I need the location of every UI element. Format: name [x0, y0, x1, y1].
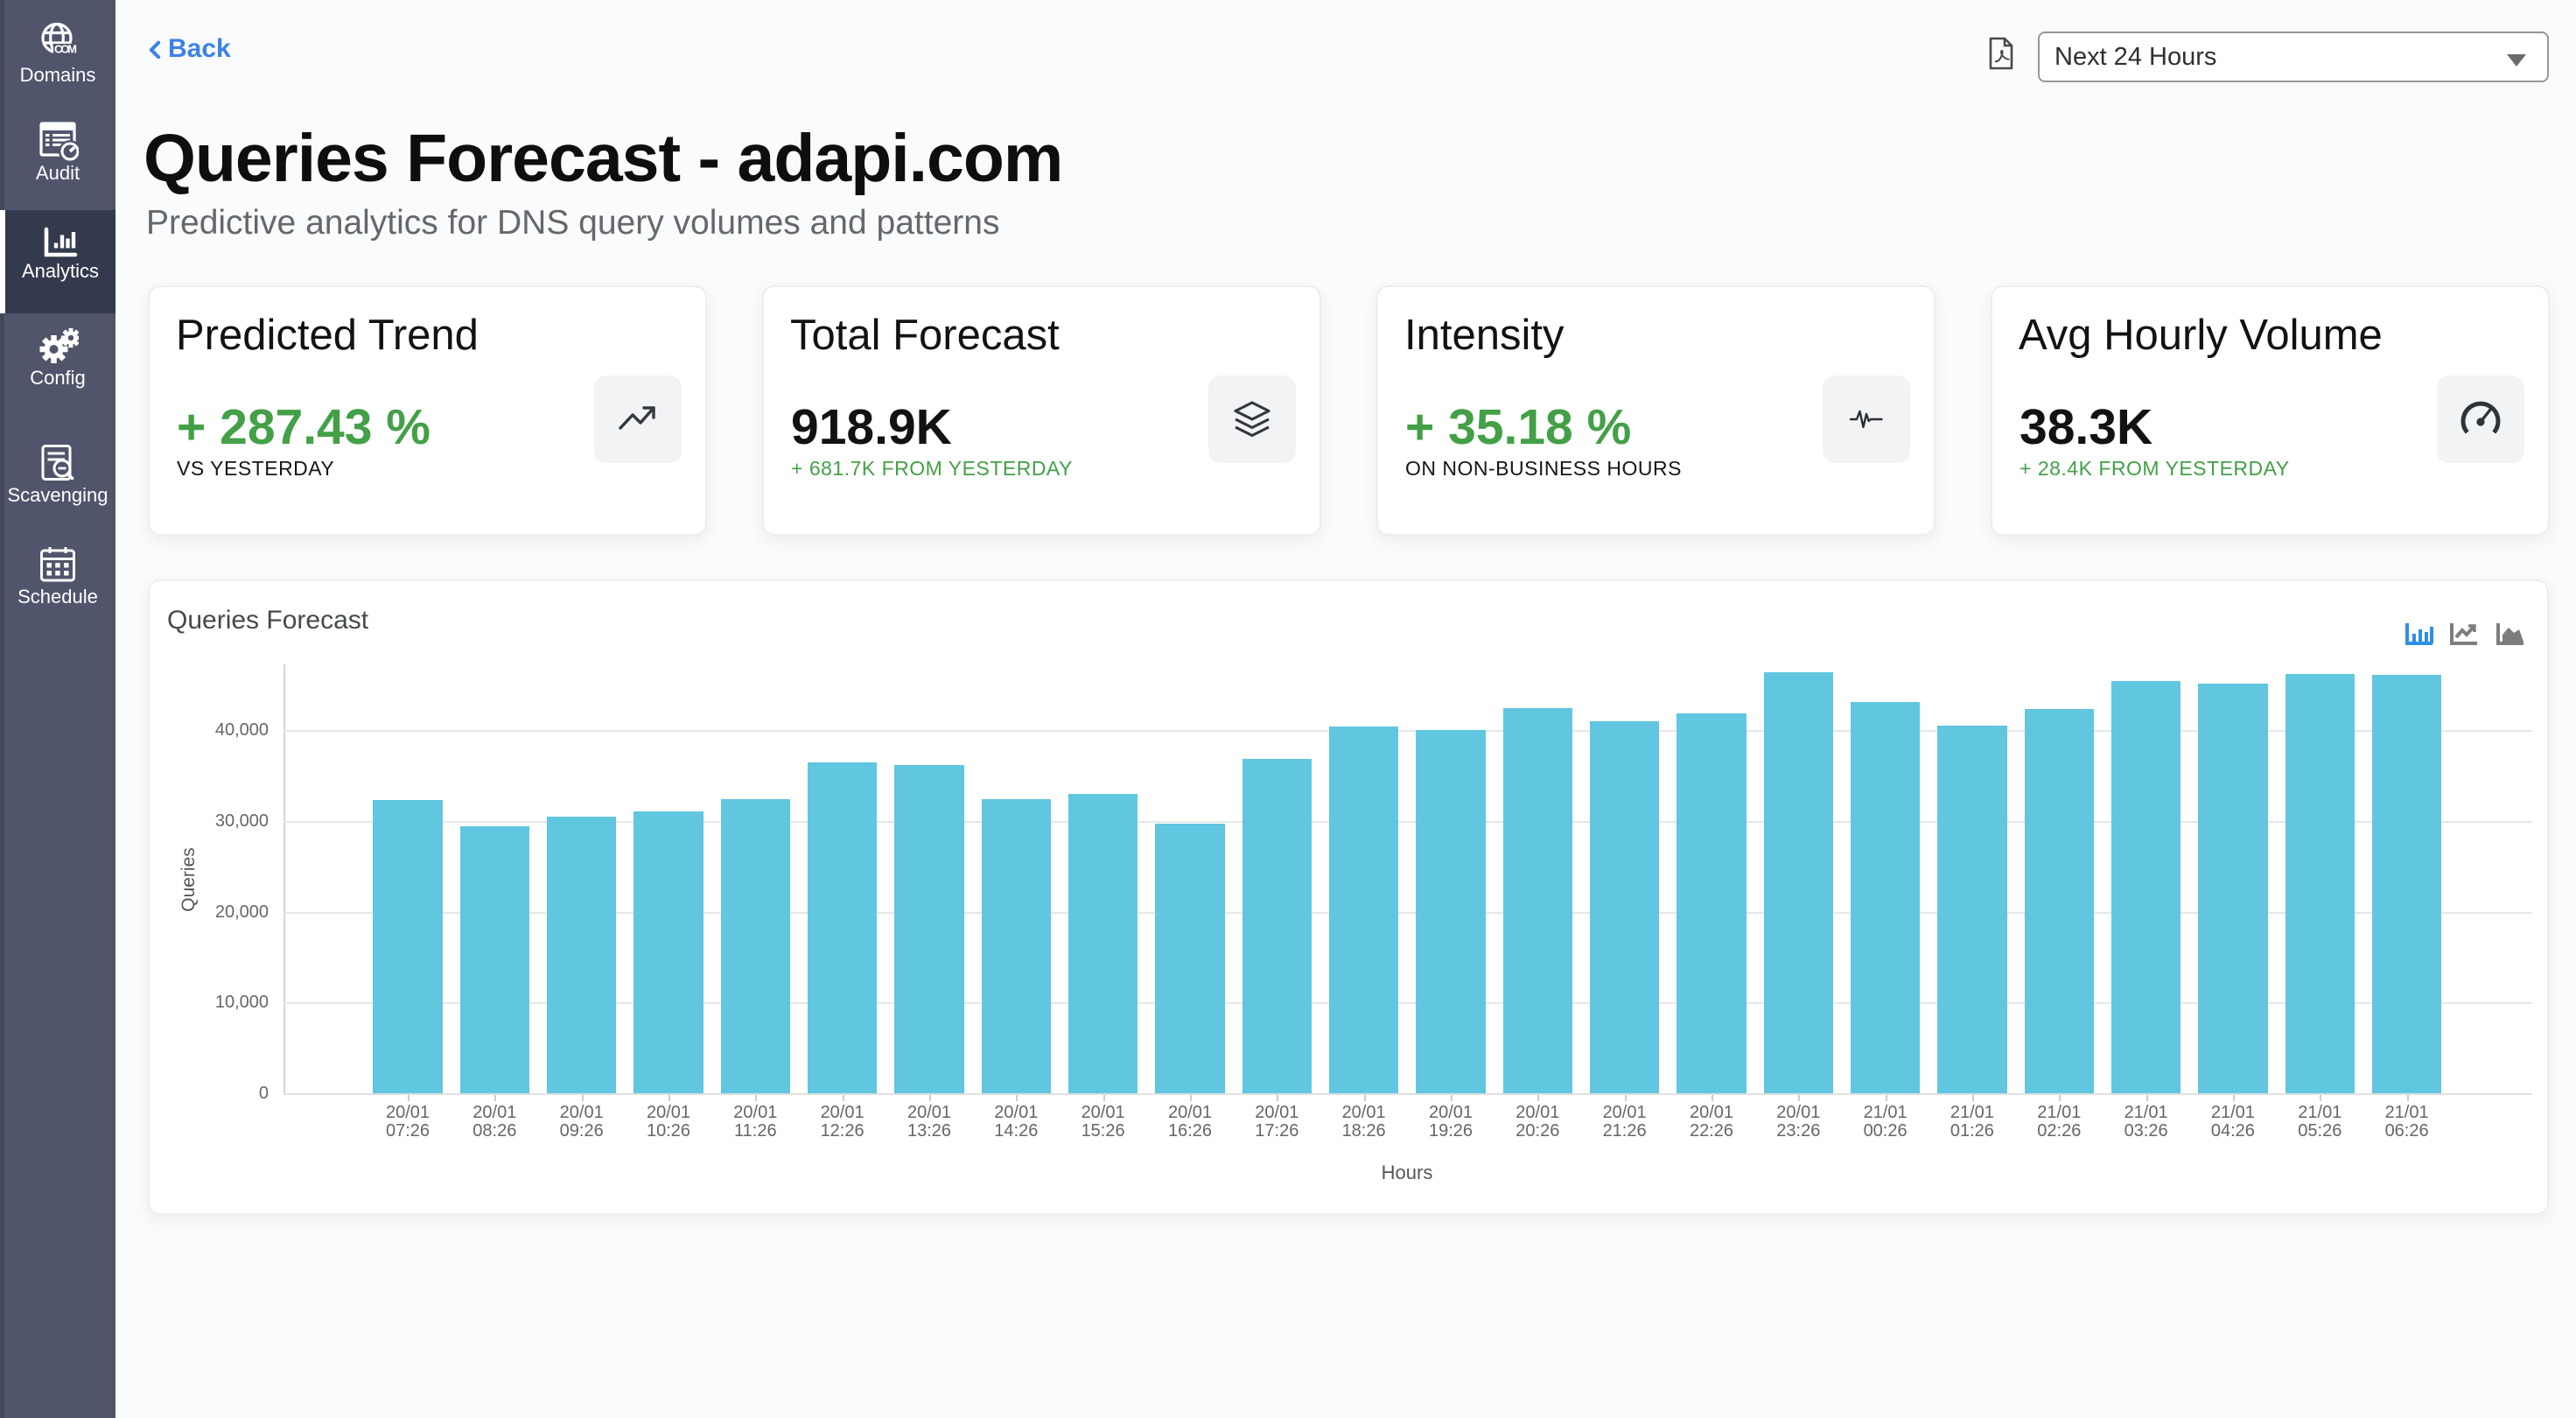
- svg-text:COM: COM: [54, 43, 77, 56]
